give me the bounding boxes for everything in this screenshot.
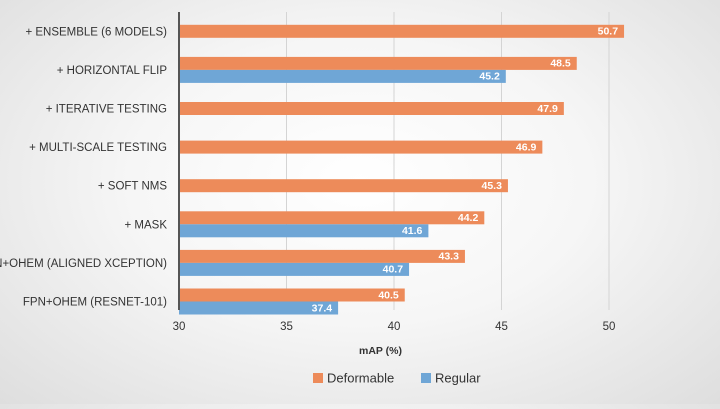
legend-swatch-regular — [421, 373, 431, 383]
data-label-regular: 37.4 — [312, 302, 333, 314]
category-label: + SOFT NMS — [98, 181, 167, 193]
bar-deformable — [179, 288, 405, 302]
data-label-regular: 45.2 — [479, 71, 500, 83]
bar-regular — [179, 262, 410, 276]
bar-deformable — [179, 102, 564, 115]
bar-deformable — [179, 56, 577, 70]
category-label: + ENSEMBLE (6 MODELS) — [25, 26, 167, 38]
bar-regular — [179, 301, 339, 315]
x-axis-ticks: 30 35 40 45 50 — [173, 321, 616, 333]
data-labels: 50.7 48.5 45.2 47.9 46.9 45.3 44.2 41.6 43.3 40.7… — [312, 26, 619, 315]
legend-swatch-deformable — [313, 373, 323, 383]
data-label-regular: 40.7 — [383, 264, 404, 276]
x-tick-label: 40 — [388, 321, 401, 333]
x-tick-label: 30 — [173, 321, 186, 333]
data-label-deformable: 50.7 — [598, 26, 619, 38]
bars — [179, 24, 625, 315]
x-axis-title: mAP (%) — [359, 345, 402, 357]
data-label-deformable: 48.5 — [550, 58, 571, 70]
x-tick-label: 35 — [280, 321, 293, 333]
x-tick-label: 45 — [495, 321, 508, 333]
bar-deformable — [179, 211, 485, 225]
bar-deformable — [179, 179, 508, 193]
bar-deformable — [179, 24, 625, 38]
x-tick-label: 50 — [603, 321, 616, 333]
data-label-deformable: 44.2 — [458, 212, 479, 224]
data-label-deformable: 40.5 — [378, 289, 399, 301]
category-label: + MULTI-SCALE TESTING — [29, 142, 167, 154]
data-label-regular: 41.6 — [402, 225, 423, 237]
bar-deformable — [179, 140, 543, 154]
data-label-deformable: 47.9 — [537, 103, 558, 115]
category-label: + MASK — [124, 219, 167, 231]
category-labels: + ENSEMBLE (6 MODELS) + HORIZONTAL FLIP + … — [0, 26, 167, 308]
category-label: FPN+OHEM (RESNET-101) — [23, 297, 167, 309]
data-label-deformable: 46.9 — [516, 141, 537, 153]
bar-deformable — [179, 249, 465, 263]
data-label-deformable: 43.3 — [439, 251, 460, 263]
category-label: FPN+OHEM (ALIGNED XCEPTION) — [0, 258, 167, 270]
legend-label-regular: Regular — [435, 370, 481, 385]
legend-label-deformable: Deformable — [327, 370, 394, 385]
category-label: + ITERATIVE TESTING — [46, 104, 167, 116]
bar-regular — [179, 224, 429, 238]
bar-regular — [179, 69, 506, 83]
data-label-deformable: 45.3 — [482, 180, 503, 192]
category-label: + HORIZONTAL FLIP — [57, 65, 168, 77]
legend[interactable]: Deformable Regular — [313, 370, 481, 385]
